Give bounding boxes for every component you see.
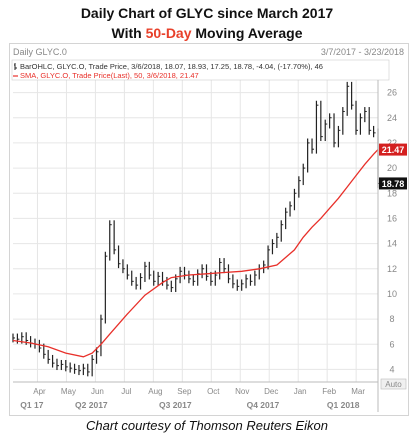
y-tick-label: 10 (387, 289, 397, 299)
axis-layer: 4 6 8 10 12 14 16 18 20 22 24 26 Apr May Jun Jul Aug Sep O… (13, 80, 407, 412)
x-tick-label: Apr (33, 387, 46, 396)
x-tick-label: Mar (351, 387, 365, 396)
x-tick-label: Jan (294, 387, 307, 396)
date-range-label: 3/7/2017 - 3/23/2018 (321, 47, 404, 57)
sma-value-tag (379, 143, 407, 156)
headline-line-2: With 50-Day Moving Average (0, 25, 414, 41)
y-tick-label: 12 (387, 264, 397, 274)
quarter-label: Q2 2017 (75, 400, 108, 410)
y-tick-label: 8 (389, 314, 394, 324)
sma-line (12, 149, 379, 358)
legend-item-sma: SMA, GLYC.O, Trade Price(Last), 50, 3/6/… (20, 71, 199, 80)
quarter-label: Q4 2017 (247, 400, 280, 410)
y-tick-label: 4 (389, 364, 394, 374)
price-value-label: 18.78 (382, 179, 405, 189)
headline-suffix: Moving Average (191, 25, 303, 41)
y-tick-label: 26 (387, 88, 397, 98)
headline-line-1: Daily Chart of GLYC since March 2017 (80, 5, 334, 21)
chart-caption: Chart courtesy of Thomson Reuters Eikon (85, 418, 329, 433)
quarter-label: Q1 2018 (327, 400, 360, 410)
y-tick-label: 18 (387, 188, 397, 198)
grid-layer (13, 80, 378, 382)
legend-item-price: BarOHLC, GLYC.O, Trade Price, 3/6/2018, … (20, 62, 323, 71)
y-tick-label: 24 (387, 113, 397, 123)
x-tick-label: Sep (177, 387, 192, 396)
quarter-label: Q1 17 (20, 400, 43, 410)
sma-series-layer (12, 149, 379, 358)
auto-scale-label: Auto (385, 380, 402, 389)
chart-panel: Daily GLYC.0 3/7/2017 - 3/23/2018 BarOHL… (9, 43, 409, 416)
x-tick-label: Dec (264, 387, 278, 396)
x-tick-label: Jul (121, 387, 131, 396)
y-tick-label: 14 (387, 239, 397, 249)
legend-bar-symbol (14, 63, 17, 70)
sma-value-label: 21.47 (382, 145, 405, 155)
x-tick-label: Aug (148, 387, 162, 396)
price-value-tag (379, 177, 407, 190)
y-tick-label: 20 (387, 163, 397, 173)
price-series-layer (12, 81, 380, 377)
chart-svg: Daily GLYC.0 3/7/2017 - 3/23/2018 BarOHL… (11, 47, 407, 412)
x-tick-label: Oct (207, 387, 220, 396)
headline-highlight: 50-Day (145, 25, 192, 41)
quarter-label: Q3 2017 (159, 400, 192, 410)
auto-scale-box (380, 378, 407, 390)
legend-box (11, 59, 390, 81)
x-tick-label: May (61, 387, 76, 396)
x-tick-label: Feb (322, 387, 336, 396)
chart-title: Daily GLYC.0 (13, 47, 67, 57)
x-tick-label: Jun (91, 387, 104, 396)
headline-prefix: With (111, 25, 146, 41)
x-tick-label: Nov (235, 387, 249, 396)
y-tick-label: 6 (389, 339, 394, 349)
y-tick-label: 16 (387, 213, 397, 223)
y-tick-label: 22 (387, 138, 397, 148)
